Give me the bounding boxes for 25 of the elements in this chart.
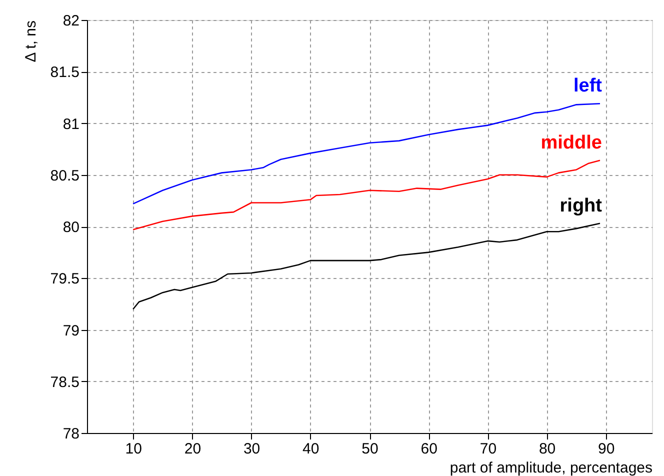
x-tick-label: 20 <box>184 440 202 458</box>
line-series <box>132 222 601 310</box>
x-axis-title: part of amplitude, percentages <box>450 460 652 476</box>
x-tick-label: 40 <box>302 440 320 458</box>
y-tick-label: 78 <box>62 426 80 442</box>
y-tick-label: 82 <box>62 12 80 30</box>
y-tick-label: 80 <box>62 219 80 236</box>
y-tick-label: 78.5 <box>50 374 80 391</box>
x-tick-label: 80 <box>538 440 556 458</box>
x-tick-label: 50 <box>362 440 378 458</box>
y-tick-label: 79.5 <box>50 270 80 288</box>
series-label: middle <box>540 132 602 154</box>
line-series <box>132 160 601 230</box>
series-label: left <box>573 76 603 97</box>
x-tick-label: 10 <box>125 440 142 458</box>
y-tick-label: 81 <box>62 116 80 133</box>
y-tick-label: 81.5 <box>50 64 80 82</box>
y-tick-label: 80.5 <box>50 167 80 184</box>
x-tick-label: 30 <box>243 440 260 458</box>
y-tick-label: 79 <box>62 322 80 340</box>
y-axis-title: Δ t, ns <box>22 20 40 62</box>
x-tick-label: 60 <box>420 440 438 458</box>
x-tick-label: 90 <box>598 440 615 458</box>
x-tick-label: 70 <box>480 440 497 458</box>
series-label: right <box>560 195 603 216</box>
